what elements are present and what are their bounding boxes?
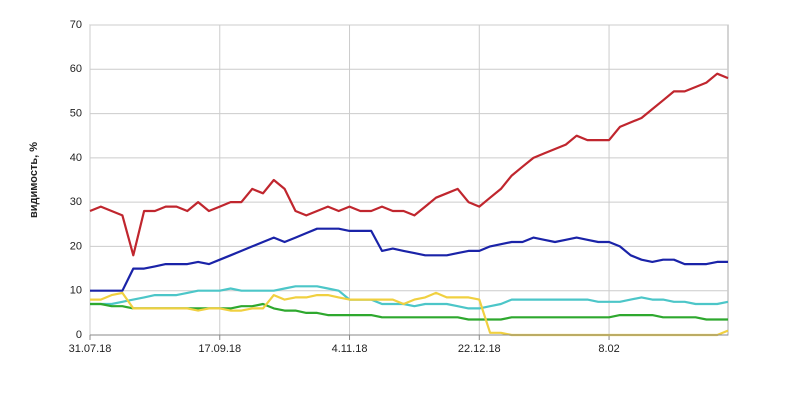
series-line <box>90 285 729 310</box>
y-tick-label: 70 <box>70 19 82 31</box>
plot-area <box>89 24 729 336</box>
x-tick-label: 8.02 <box>598 343 619 355</box>
y-tick-label: 60 <box>70 63 82 75</box>
y-tick-label: 10 <box>70 285 82 297</box>
y-tick-label: 30 <box>70 196 82 208</box>
x-tick-label: 31.07.18 <box>69 343 112 355</box>
y-tick-label: 20 <box>70 240 82 252</box>
x-tick-label: 22.12.18 <box>458 343 501 355</box>
series-line <box>89 72 729 257</box>
y-tick-label: 50 <box>70 107 82 119</box>
series-line <box>90 227 728 292</box>
x-tick-label: 4.11.18 <box>332 343 368 355</box>
x-tick-label: 17.09.18 <box>198 343 241 355</box>
y-tick-label: 0 <box>76 329 82 341</box>
y-tick-label: 40 <box>70 152 82 164</box>
y-axis-label: видимость, % <box>28 142 40 218</box>
series-line <box>90 302 728 321</box>
